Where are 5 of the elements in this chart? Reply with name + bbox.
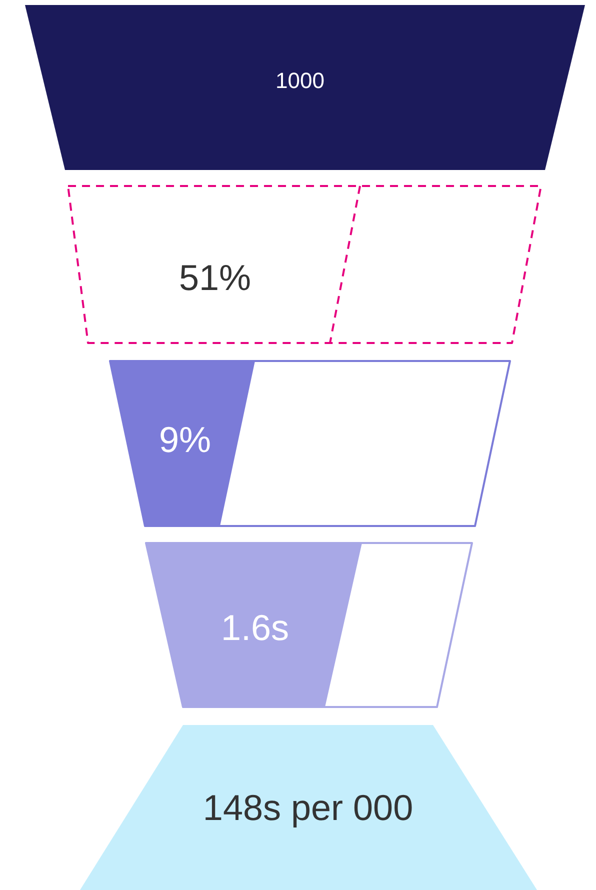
data-label: 9%: [158, 418, 212, 460]
data-label: 148s per 000: [202, 786, 414, 828]
data-label: 51%: [178, 256, 252, 298]
data-label: 1000: [276, 68, 324, 94]
data-label: 1.6s: [220, 606, 290, 648]
